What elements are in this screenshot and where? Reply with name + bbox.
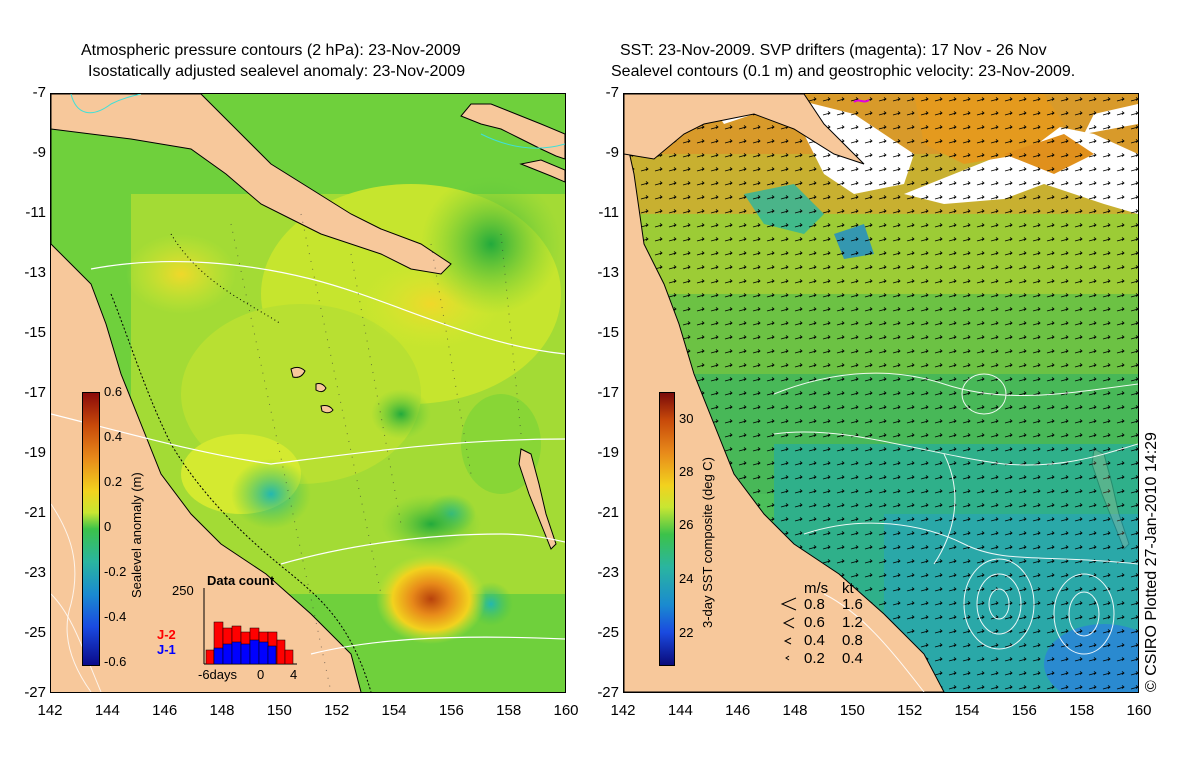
legend-ms: 0.6: [804, 614, 825, 631]
legend-ms: 0.8: [804, 596, 825, 613]
x-tick-label: 150: [266, 702, 292, 719]
legend-j1: J-1: [157, 642, 176, 657]
x-tick-label: 146: [725, 702, 751, 719]
y-tick-label: -25: [597, 624, 619, 641]
colorbar-tick: 0.2: [104, 474, 123, 489]
data-count-max: 250: [172, 583, 194, 598]
legend-kt: 0.4: [842, 650, 863, 667]
credit-text: © CSIRO Plotted 27-Jan-2010 14:29: [1143, 432, 1160, 692]
right-title-line1: SST: 23-Nov-2009. SVP drifters (magenta)…: [620, 42, 1047, 59]
colorbar-tick: 0.4: [104, 429, 123, 444]
colorbar-label: Sealevel anomaly (m): [129, 472, 144, 598]
y-tick-label: -21: [24, 504, 46, 521]
data-count-histogram: [203, 588, 297, 665]
x-tick-label: 148: [782, 702, 808, 719]
x-tick-label: 152: [324, 702, 350, 719]
histogram-xtick: -6days: [198, 667, 238, 682]
legend-j2: J-2: [157, 627, 176, 642]
legend-header-kt: kt: [842, 580, 854, 597]
new-caledonia-landmass: [518, 448, 557, 550]
y-tick-label: -27: [24, 684, 46, 701]
sst-colorbar: [659, 392, 675, 666]
x-tick-label: 158: [496, 702, 522, 719]
legend-kt: 1.2: [842, 614, 863, 631]
x-tick-label: 150: [839, 702, 865, 719]
y-tick-label: -21: [597, 504, 619, 521]
y-tick-label: -23: [597, 564, 619, 581]
left-title-line1: Atmospheric pressure contours (2 hPa): 2…: [81, 42, 461, 59]
x-tick-label: 160: [553, 702, 579, 719]
x-tick-label: 158: [1069, 702, 1095, 719]
legend-kt: 0.8: [842, 632, 863, 649]
x-tick-label: 152: [897, 702, 923, 719]
x-tick-label: 156: [1011, 702, 1037, 719]
colorbar-tick: 0.6: [104, 384, 123, 399]
right-title-line2: Sealevel contours (0.1 m) and geostrophi…: [611, 63, 1076, 80]
legend-arrow-icons: [780, 597, 797, 661]
colorbar-tick: -0.6: [104, 654, 127, 669]
colorbar-tick: -0.2: [104, 564, 127, 579]
legend-ms: 0.4: [804, 632, 825, 649]
x-tick-label: 156: [438, 702, 464, 719]
y-tick-label: -9: [32, 144, 46, 161]
australia-landmass: [51, 94, 361, 692]
histogram-xtick: 4: [290, 667, 298, 682]
y-tick-label: -23: [24, 564, 46, 581]
legend-ms: 0.2: [804, 650, 825, 667]
x-tick-label: 144: [667, 702, 693, 719]
sst-colorbar-tick: 22: [679, 625, 694, 640]
y-tick-label: -15: [597, 324, 619, 341]
sst-colorbar-tick: 26: [679, 517, 694, 532]
y-tick-label: -7: [32, 84, 46, 101]
x-tick-label: 154: [381, 702, 407, 719]
y-tick-label: -25: [24, 624, 46, 641]
sst-colorbar-tick: 28: [679, 464, 694, 479]
left-title-line2: Isostatically adjusted sealevel anomaly:…: [88, 63, 466, 80]
y-tick-label: -19: [24, 444, 46, 461]
histogram-xtick: 0: [257, 667, 265, 682]
x-tick-label: 142: [610, 702, 636, 719]
y-tick-label: -27: [597, 684, 619, 701]
legend-kt: 1.6: [842, 596, 863, 613]
data-count-title: Data count: [207, 573, 275, 588]
sst-colorbar-tick: 30: [679, 411, 694, 426]
sealevel-colorbar: [82, 392, 100, 666]
y-tick-label: -13: [24, 264, 46, 281]
new-guinea-landmass: [51, 94, 452, 275]
y-tick-label: -7: [605, 84, 619, 101]
y-tick-label: -15: [24, 324, 46, 341]
colorbar-tick: -0.4: [104, 609, 127, 624]
sealevel-anomaly-map: [50, 93, 566, 693]
sst-map: [623, 93, 1139, 693]
colorbar-tick: 0: [104, 519, 112, 534]
y-tick-label: -19: [597, 444, 619, 461]
sst-colorbar-label: 3-day SST composite (deg C): [700, 457, 715, 628]
x-tick-label: 146: [152, 702, 178, 719]
velocity-legend: m/s kt 0.8 1.6 0.6 1.2 0.4 0.8 0.2 0.4: [780, 580, 870, 667]
x-tick-label: 142: [37, 702, 63, 719]
sst-colorbar-tick: 24: [679, 571, 694, 586]
y-tick-label: -11: [598, 204, 619, 221]
y-tick-label: -17: [597, 384, 619, 401]
x-tick-label: 144: [94, 702, 120, 719]
y-tick-label: -13: [597, 264, 619, 281]
y-tick-label: -9: [605, 144, 619, 161]
x-tick-label: 148: [209, 702, 235, 719]
x-tick-label: 154: [954, 702, 980, 719]
legend-header-ms: m/s: [804, 580, 829, 597]
y-tick-label: -11: [25, 204, 46, 221]
x-tick-label: 160: [1126, 702, 1152, 719]
y-tick-label: -17: [24, 384, 46, 401]
